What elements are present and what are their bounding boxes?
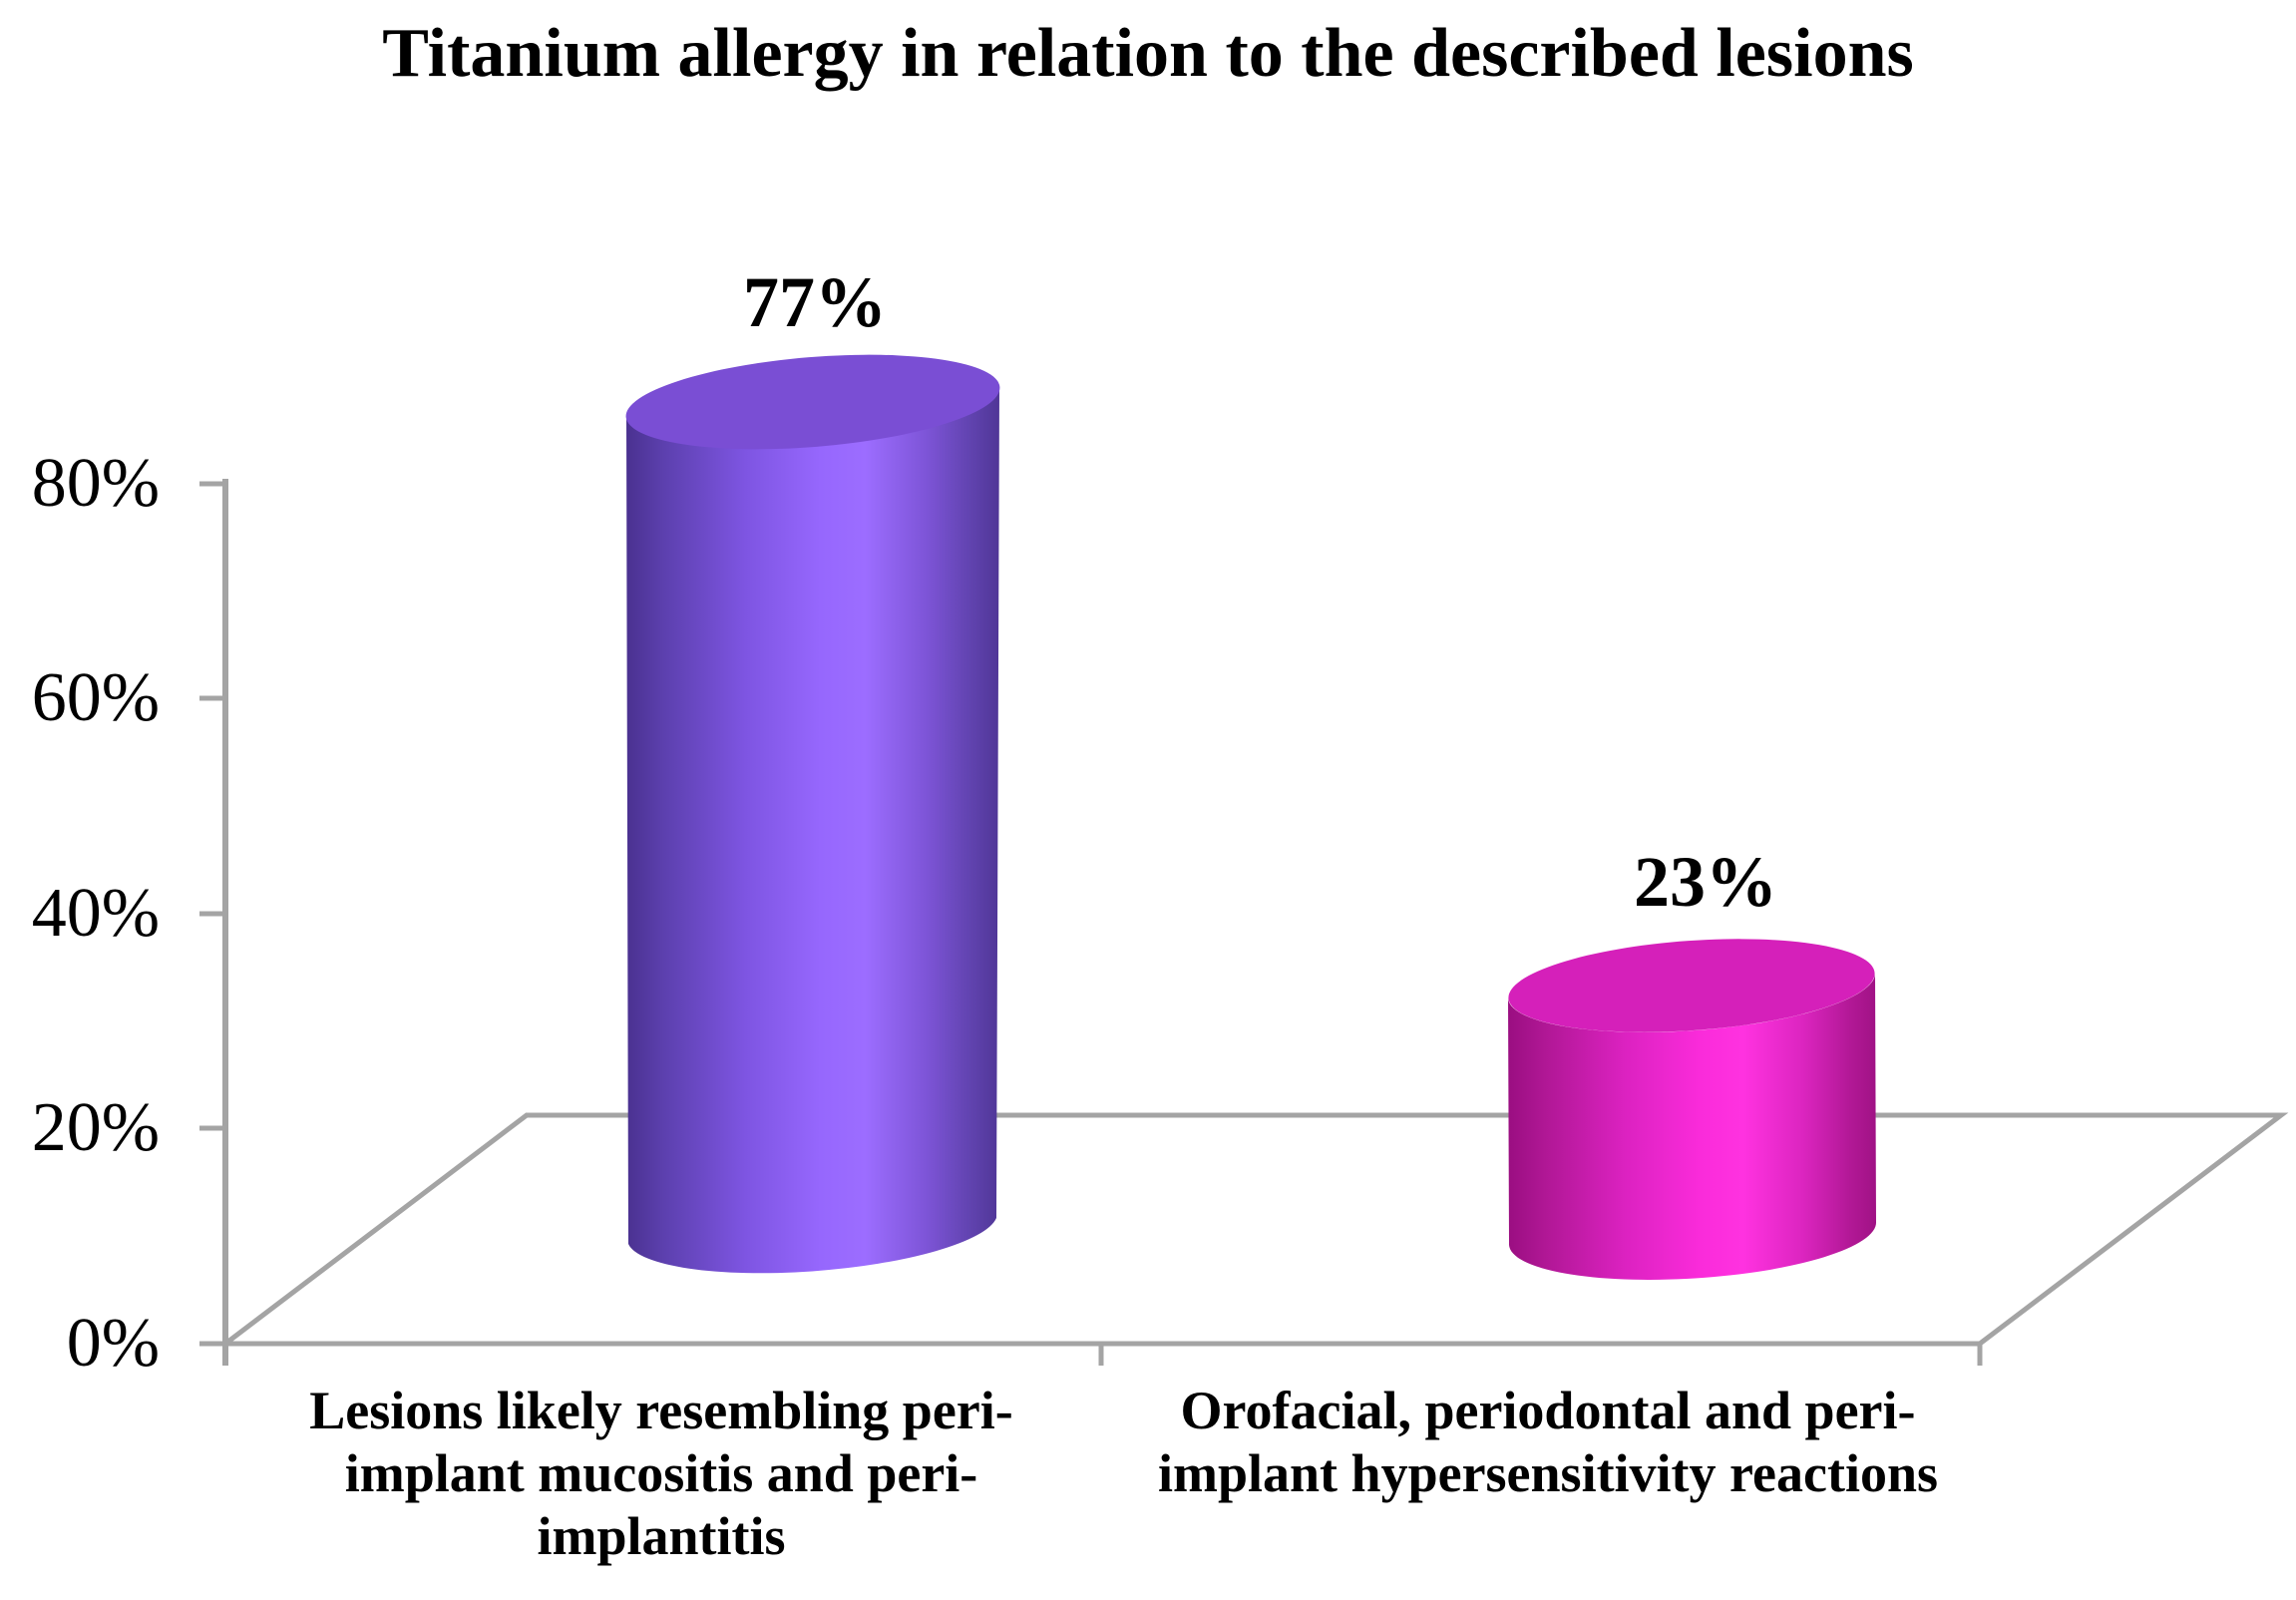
- category-label-orofacial-line2: implant hypersensitivity reactions: [1158, 1443, 1938, 1503]
- y-axis-label-60: 60%: [31, 659, 160, 736]
- y-axis-label-0: 0%: [66, 1305, 160, 1382]
- category-label-orofacial-line1: Orofacial, periodontal and peri-: [1180, 1381, 1916, 1440]
- x-axis-ticks: [1098, 1344, 1983, 1366]
- bar-cylinder-orofacial-body: [1507, 974, 1877, 1280]
- bar-cylinder-lesions: [625, 354, 1000, 1274]
- bar-cylinder-orofacial: [1507, 939, 1877, 1280]
- bar-cylinder-orofacial-top: [1508, 939, 1875, 1032]
- chart-title: Titanium allergy in relation to the desc…: [382, 15, 1914, 92]
- data-label-77: 77%: [743, 262, 887, 342]
- category-label-lesions-line1: Lesions likely resembling peri-: [309, 1381, 1013, 1440]
- y-axis-ticks: [199, 481, 225, 1347]
- bar-cylinder-lesions-body: [626, 387, 999, 1274]
- category-label-lesions: Lesions likely resembling peri- implant …: [202, 1380, 1120, 1568]
- y-axis-label-40: 40%: [31, 875, 160, 952]
- category-label-lesions-line3: implantitis: [537, 1506, 786, 1566]
- y-axis-label-80: 80%: [31, 445, 160, 522]
- category-label-lesions-line2: implant mucositis and peri-: [344, 1443, 978, 1503]
- data-label-23: 23%: [1634, 842, 1777, 922]
- y-axis-label-20: 20%: [31, 1089, 160, 1166]
- category-label-orofacial: Orofacial, periodontal and peri- implant…: [1089, 1380, 2007, 1505]
- floor-plane: [217, 1112, 2289, 1347]
- bar-cylinder-lesions-top: [625, 354, 1000, 450]
